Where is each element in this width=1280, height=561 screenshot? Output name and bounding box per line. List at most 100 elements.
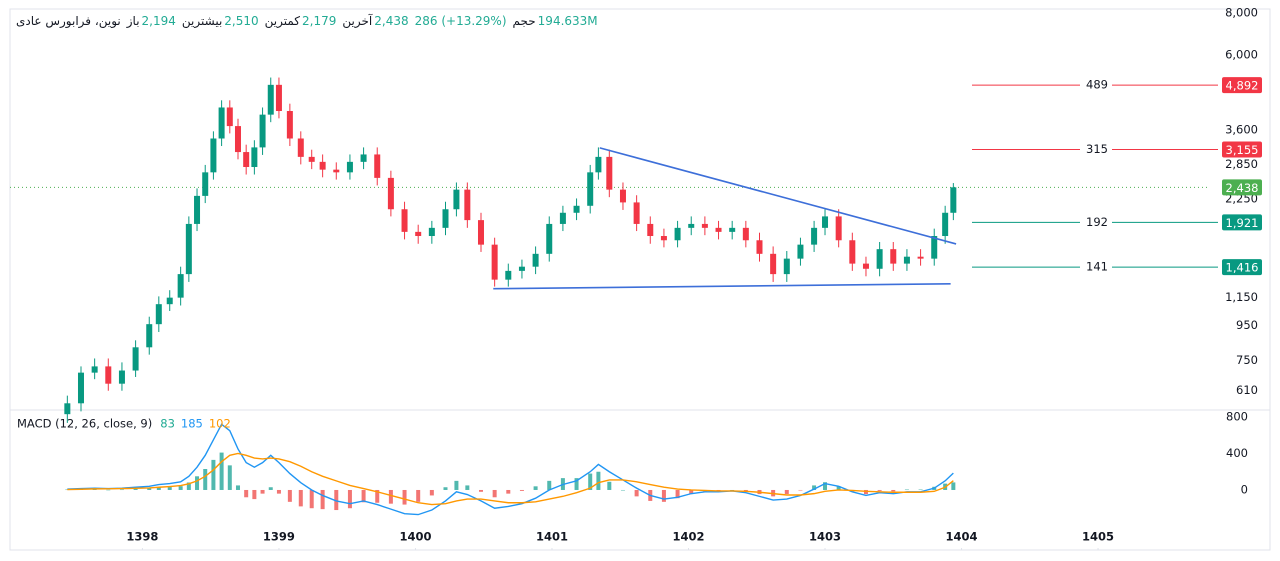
y-tick-label: 950 — [1236, 318, 1258, 332]
price-badge — [1222, 77, 1262, 94]
candle-body — [226, 107, 233, 127]
field-value: 2,194 — [141, 14, 176, 28]
legend-value: 102 — [209, 417, 231, 431]
candle-body — [105, 366, 112, 384]
histogram-bar — [252, 489, 257, 500]
candle-body — [783, 258, 790, 275]
histogram-bar — [388, 489, 393, 504]
field-label: کمترین — [264, 14, 301, 28]
y-tick-label: 3,600 — [1225, 123, 1258, 137]
candle-body — [464, 189, 471, 221]
histogram-bar — [402, 489, 407, 505]
candle-body — [453, 189, 460, 210]
candle-body — [876, 249, 883, 269]
y-tick-label: 6,000 — [1225, 48, 1258, 62]
y-tick-label: 400 — [1226, 446, 1248, 460]
histogram-bar — [812, 485, 817, 490]
candle-body — [742, 227, 749, 241]
candle-body — [606, 156, 613, 190]
candle-body — [64, 403, 71, 415]
price-badge-label: 1,921 — [1226, 216, 1259, 230]
x-tick-label: 1401 — [536, 530, 568, 544]
header-field: کمترین 2,179 — [265, 14, 337, 28]
candle-body — [210, 138, 217, 173]
histogram-bar — [219, 452, 224, 490]
level-label: 489 — [1086, 78, 1108, 92]
header-field: حجم 194.633M — [513, 14, 598, 28]
histogram-bar — [276, 489, 281, 494]
candle-body — [286, 111, 293, 139]
histogram-bar — [596, 471, 601, 490]
histogram-bar — [268, 487, 273, 490]
y-tick-label: 1,150 — [1225, 290, 1258, 304]
header-field: بیشترین 2,510 — [182, 14, 259, 28]
histogram-bar — [211, 459, 216, 490]
histogram-bar — [661, 489, 666, 502]
histogram-bar — [533, 486, 538, 490]
histogram-bar — [478, 489, 483, 492]
candle-body — [477, 220, 484, 245]
histogram-bar — [186, 482, 191, 490]
y-tick-label: 750 — [1236, 353, 1258, 367]
x-tick-label: 1398 — [126, 530, 158, 544]
histogram-bar — [347, 489, 352, 509]
histogram-bar — [92, 489, 97, 490]
candle-body — [546, 223, 553, 254]
histogram-bar — [167, 487, 172, 490]
candle-body — [619, 189, 626, 203]
field-value: 2,438 — [374, 14, 409, 28]
histogram-bar — [178, 486, 183, 490]
x-tick-label: 1399 — [263, 530, 295, 544]
histogram-bar — [375, 489, 380, 503]
price-badge-label: 3,155 — [1226, 143, 1259, 157]
field-label: بیشترین — [181, 14, 223, 28]
x-tick-label: 1404 — [946, 530, 978, 544]
price-badge — [1222, 259, 1262, 276]
histogram-bar — [823, 482, 828, 490]
histogram-bar — [119, 489, 124, 491]
histogram-bar — [951, 482, 956, 490]
candle-body — [770, 253, 777, 275]
candle-body — [942, 212, 949, 237]
candle-body — [234, 126, 241, 153]
price-badge — [1222, 141, 1262, 158]
histogram-bar — [675, 489, 680, 499]
candle-body — [532, 253, 539, 267]
header: نوین، فرابورس عادی باز 2,194 بیشترین 2,510 ک… — [16, 14, 598, 28]
macd-line — [67, 423, 954, 516]
histogram-bar — [454, 480, 459, 490]
histogram-bar — [203, 469, 208, 490]
x-tick-label: 1405 — [1082, 530, 1114, 544]
field-label: آخرین — [342, 14, 373, 28]
candle-body — [77, 372, 84, 404]
field-value: 2,510 — [224, 14, 259, 28]
candle-body — [177, 274, 184, 298]
x-tick-label: 1403 — [809, 530, 841, 544]
histogram-bar — [519, 489, 524, 491]
histogram-bar — [634, 489, 639, 497]
candle-body — [835, 216, 842, 241]
histogram-bar — [918, 489, 923, 491]
level-label: 141 — [1086, 260, 1108, 274]
price-badge-label: 4,892 — [1226, 79, 1259, 93]
histogram-bar — [798, 489, 803, 491]
candle-body — [387, 177, 394, 210]
candle-body — [251, 147, 258, 168]
header-field: باز 2,194 — [127, 14, 176, 28]
candle-body — [333, 169, 340, 173]
histogram-bar — [620, 489, 625, 491]
histogram-bar — [689, 489, 694, 494]
histogram-bar — [147, 488, 152, 490]
candle-body — [674, 227, 681, 241]
histogram-bar — [156, 487, 161, 490]
histogram-bar — [429, 489, 434, 496]
candle-body — [559, 212, 566, 224]
frame — [9, 8, 1271, 551]
candle-body — [374, 154, 381, 178]
histogram-bar — [784, 489, 789, 495]
candle-body — [132, 347, 139, 371]
y-tick-label: 800 — [1226, 410, 1248, 424]
y-tick-label: 610 — [1236, 383, 1258, 397]
candle-body — [297, 138, 304, 157]
